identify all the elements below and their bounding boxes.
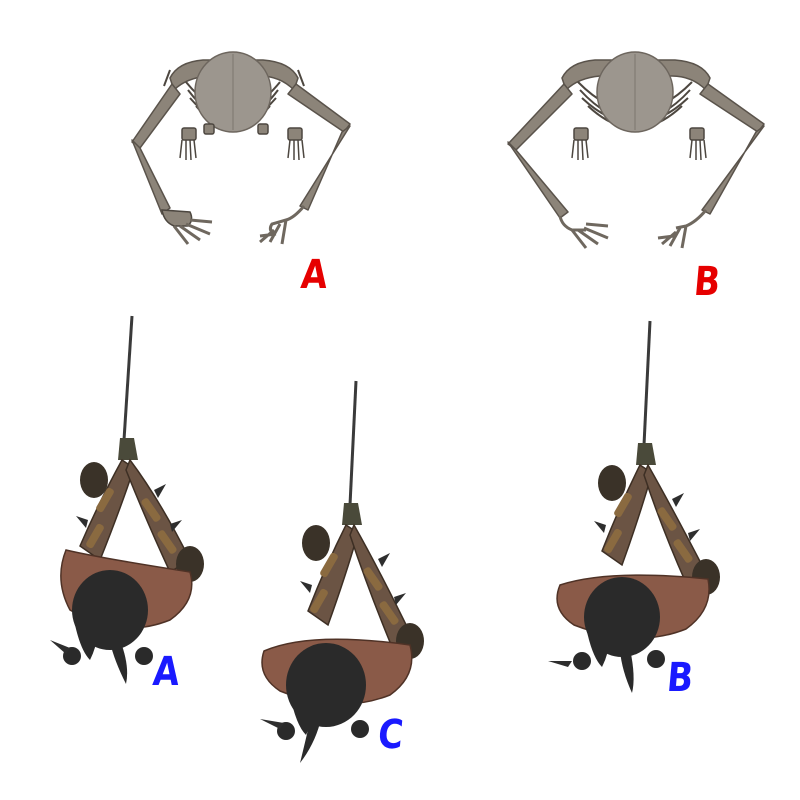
left-shoulder-pad xyxy=(80,462,108,498)
skeleton-figure-a xyxy=(131,51,351,245)
inner-hands xyxy=(571,127,707,161)
horn xyxy=(50,640,70,654)
bracers xyxy=(86,487,177,554)
inner-hands xyxy=(179,123,305,161)
hair xyxy=(63,570,153,684)
hair xyxy=(277,643,369,763)
label-top-a: A xyxy=(299,252,330,298)
warrior-figure-c xyxy=(260,380,424,763)
bracers xyxy=(310,552,399,625)
sword-hilt xyxy=(636,443,656,465)
bracers xyxy=(604,492,693,563)
horn xyxy=(548,661,572,667)
sword-blade xyxy=(642,320,652,446)
claw-hands xyxy=(161,205,306,245)
warrior-figure-b xyxy=(548,320,720,693)
sword-blade xyxy=(348,380,358,506)
sword-blade xyxy=(122,315,134,441)
warrior-figure-a xyxy=(50,315,204,684)
skeleton-figure-b xyxy=(507,51,765,249)
claw-hands xyxy=(558,209,708,249)
label-bottom-c: C xyxy=(376,712,406,758)
left-shoulder-pad xyxy=(302,525,330,561)
label-bottom-b: B xyxy=(665,655,696,701)
skeleton-arms xyxy=(131,59,351,215)
label-top-b: B xyxy=(692,259,723,305)
sword-hilt xyxy=(118,438,138,460)
hair xyxy=(573,577,665,693)
label-bottom-a: A xyxy=(151,649,182,695)
sword-hilt xyxy=(342,503,362,525)
left-shoulder-pad xyxy=(598,465,626,501)
horn xyxy=(260,719,284,729)
